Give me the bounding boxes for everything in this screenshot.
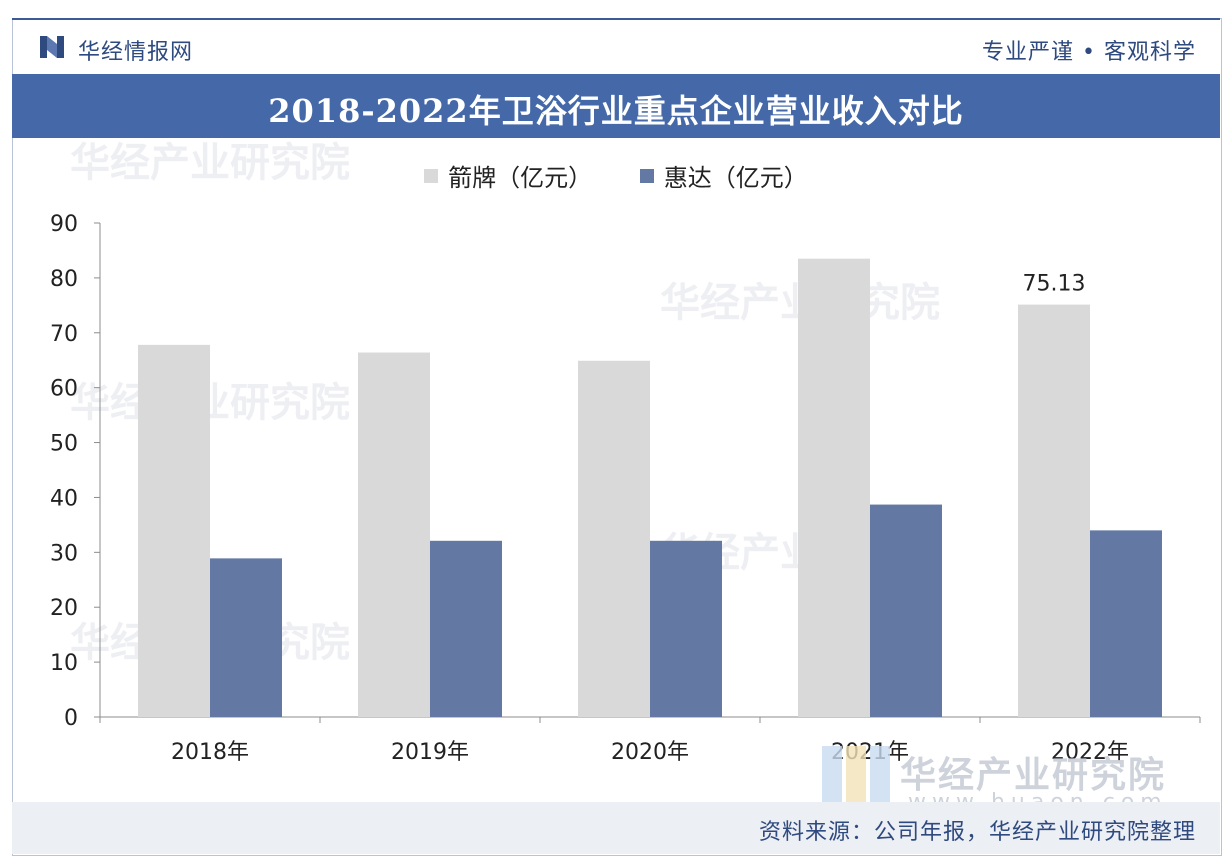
bar-series1 xyxy=(358,352,430,717)
y-tick-label: 90 xyxy=(50,212,78,237)
y-tick-label: 10 xyxy=(50,651,78,676)
y-tick-label: 60 xyxy=(50,377,78,402)
y-tick-label: 0 xyxy=(64,706,78,731)
y-tick-label: 80 xyxy=(50,267,78,292)
header: 华经情报网 专业严谨 • 客观科学 xyxy=(12,20,1220,74)
footer: 资料来源：公司年报，华经产业研究院整理 xyxy=(12,802,1220,854)
bar-series2 xyxy=(650,540,722,717)
bar-series2 xyxy=(210,558,282,717)
bar-series2 xyxy=(430,540,502,717)
legend: 箭牌（亿元） 惠达（亿元） xyxy=(0,158,1232,193)
legend-swatch-series2 xyxy=(639,168,654,183)
bar-series1 xyxy=(578,360,650,717)
legend-item-series1: 箭牌（亿元） xyxy=(424,158,592,193)
chart-title: 2018-2022年卫浴行业重点企业营业收入对比 xyxy=(268,92,964,130)
bar-series2 xyxy=(1090,530,1162,717)
bar-series1 xyxy=(138,344,210,717)
y-tick-label: 50 xyxy=(50,432,78,457)
top-rule xyxy=(12,18,1220,20)
brand-name: 华经情报网 xyxy=(78,40,194,65)
bar-series1 xyxy=(1018,304,1090,717)
watermark-logo-icon xyxy=(822,746,890,808)
x-tick-label: 2018年 xyxy=(171,740,249,765)
data-label: 75.13 xyxy=(1023,272,1086,297)
x-tick-label: 2019年 xyxy=(391,740,469,765)
source-note: 资料来源：公司年报，华经产业研究院整理 xyxy=(758,820,1196,845)
title-bar: 2018-2022年卫浴行业重点企业营业收入对比 xyxy=(12,74,1220,138)
legend-label-series1: 箭牌（亿元） xyxy=(448,164,593,192)
y-tick-label: 40 xyxy=(50,486,78,511)
bar-series2 xyxy=(870,504,942,717)
x-tick-label: 2022年 xyxy=(1051,740,1129,765)
watermark-corner-text: 华经产业研究院 xyxy=(900,755,1167,796)
y-tick-label: 20 xyxy=(50,596,78,621)
x-tick-label: 2020年 xyxy=(611,740,689,765)
bar-series1 xyxy=(798,258,870,717)
y-tick-label: 70 xyxy=(50,322,78,347)
legend-swatch-series1 xyxy=(424,168,439,183)
legend-item-series2: 惠达（亿元） xyxy=(639,158,808,193)
slogan: 专业严谨 • 客观科学 xyxy=(982,40,1196,65)
legend-label-series2: 惠达（亿元） xyxy=(663,164,808,192)
brand-logo-icon xyxy=(40,36,64,58)
y-tick-label: 30 xyxy=(50,541,78,566)
watermark: 华经产业研究院 xyxy=(70,140,350,186)
